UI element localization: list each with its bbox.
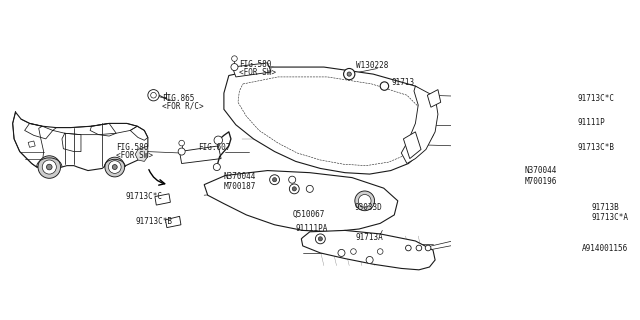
Circle shape [108, 161, 121, 173]
Text: A914001156: A914001156 [582, 244, 628, 253]
Text: 91713A: 91713A [356, 233, 383, 242]
Circle shape [289, 184, 300, 194]
Circle shape [214, 136, 223, 145]
Circle shape [289, 176, 296, 183]
Circle shape [269, 175, 280, 185]
Circle shape [178, 148, 185, 155]
Text: 91713C*B: 91713C*B [135, 218, 172, 227]
Text: FIG.607: FIG.607 [198, 143, 231, 152]
Circle shape [150, 92, 156, 98]
Text: M700187: M700187 [224, 182, 256, 191]
Circle shape [344, 68, 355, 80]
Text: FIG.580: FIG.580 [239, 60, 272, 69]
Circle shape [148, 90, 159, 101]
Text: 91713C*A: 91713C*A [591, 213, 628, 222]
Circle shape [292, 187, 296, 191]
Text: 91111PA: 91111PA [296, 225, 328, 234]
Circle shape [380, 82, 388, 90]
Circle shape [501, 182, 506, 186]
Circle shape [307, 185, 314, 192]
Circle shape [273, 178, 276, 182]
Polygon shape [232, 63, 271, 77]
Circle shape [366, 256, 373, 263]
Circle shape [112, 164, 117, 170]
Text: 91111P: 91111P [577, 118, 605, 127]
Circle shape [355, 191, 374, 211]
Polygon shape [28, 141, 35, 147]
Text: <FOR SW>: <FOR SW> [116, 151, 153, 160]
Circle shape [499, 169, 508, 179]
Polygon shape [180, 146, 221, 164]
Circle shape [231, 64, 238, 71]
Circle shape [501, 172, 506, 176]
Circle shape [425, 245, 431, 251]
Circle shape [499, 179, 508, 189]
Circle shape [406, 245, 411, 251]
Text: N370044: N370044 [525, 166, 557, 175]
Circle shape [358, 195, 371, 207]
Text: 91713C*C: 91713C*C [125, 192, 163, 201]
Circle shape [232, 56, 237, 61]
Circle shape [179, 140, 184, 146]
Circle shape [38, 156, 61, 178]
Circle shape [42, 160, 56, 174]
Polygon shape [166, 216, 181, 228]
Text: 91713C*B: 91713C*B [577, 143, 614, 152]
Polygon shape [204, 171, 398, 232]
Circle shape [316, 234, 325, 244]
Text: M700196: M700196 [525, 177, 557, 186]
Polygon shape [224, 67, 436, 174]
Text: 91713: 91713 [392, 78, 415, 87]
Circle shape [318, 237, 323, 241]
Polygon shape [428, 90, 441, 107]
Circle shape [213, 164, 220, 171]
Polygon shape [401, 86, 438, 164]
Circle shape [351, 249, 356, 254]
Polygon shape [403, 132, 421, 159]
Circle shape [338, 249, 345, 256]
Circle shape [416, 245, 422, 251]
Text: 91713C*C: 91713C*C [577, 93, 614, 102]
Circle shape [47, 164, 52, 170]
Circle shape [105, 157, 125, 177]
Circle shape [515, 180, 522, 188]
Text: Q510067: Q510067 [293, 211, 325, 220]
Polygon shape [135, 146, 148, 161]
Circle shape [515, 171, 522, 178]
Circle shape [378, 249, 383, 254]
Text: 93033D: 93033D [354, 204, 382, 212]
Text: 91713B: 91713B [591, 204, 619, 212]
Text: FIG.865: FIG.865 [162, 93, 195, 102]
Text: FIG.580: FIG.580 [116, 143, 148, 152]
Text: <FOR R/C>: <FOR R/C> [162, 102, 204, 111]
Circle shape [347, 72, 351, 76]
Text: W130228: W130228 [356, 61, 388, 70]
Text: N370044: N370044 [224, 172, 256, 181]
Text: <FOR SW>: <FOR SW> [239, 68, 276, 77]
Polygon shape [155, 194, 170, 205]
Polygon shape [301, 230, 435, 270]
